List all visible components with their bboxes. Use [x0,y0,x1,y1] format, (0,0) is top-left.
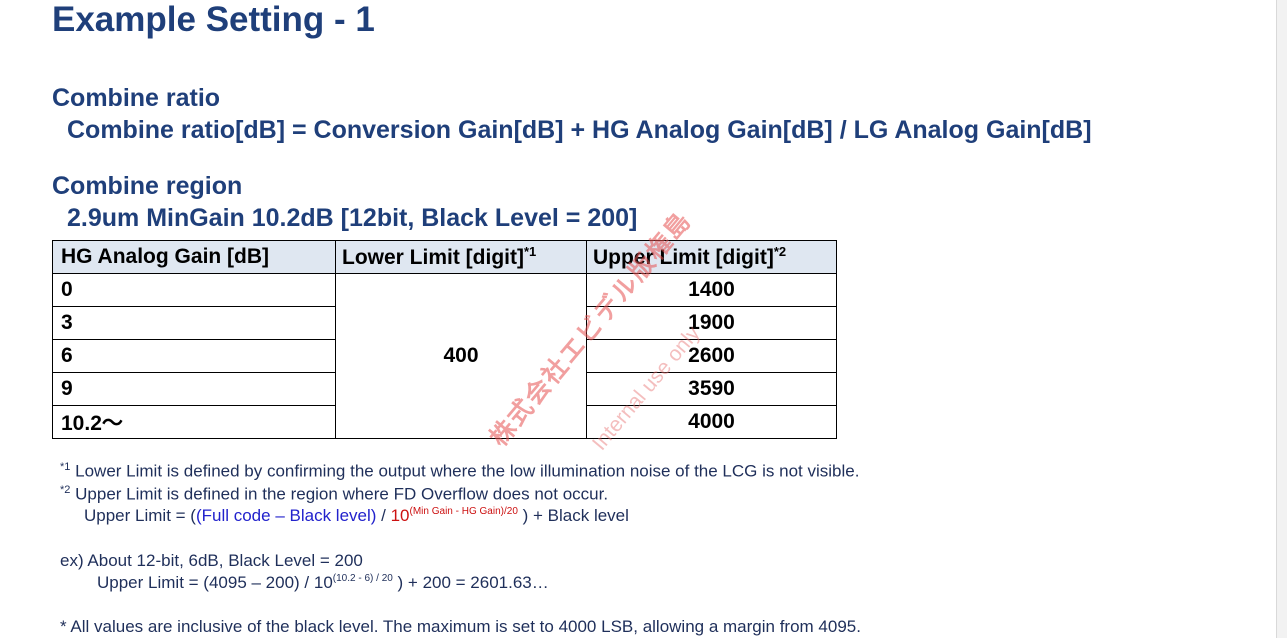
header-lower-limit: Lower Limit [digit]*1 [335,240,587,274]
upper-limit-cell: 2600 [586,339,837,373]
header-upper-limit: Upper Limit [digit]*2 [586,240,837,274]
combine-region-subheading: 2.9um MinGain 10.2dB [12bit, Black Level… [67,204,638,232]
footnote-2: *2 Upper Limit is defined in the region … [60,484,608,505]
upper-limit-cell: 1900 [586,306,837,340]
table-header-row: HG Analog Gain [dB] Lower Limit [digit]*… [52,240,837,274]
formula-numerator: (Full code – Black level) [195,506,377,525]
footnote-2-mark: *2 [60,484,71,496]
footnote-2-text: Upper Limit is defined in the region whe… [75,484,609,504]
combine-ratio-heading: Combine ratio [52,84,221,112]
footnote-1-mark: *1 [60,461,71,473]
table-row: 0 400 1400 [52,273,837,439]
gain-cell: 10.2～ [52,405,336,439]
gain-cell: 3 [52,306,336,340]
gain-cell: 0 [52,273,336,307]
window-edge [1276,0,1287,638]
combine-ratio-formula: Combine ratio[dB] = Conversion Gain[dB] … [67,116,1092,144]
footer-note: * All values are inclusive of the black … [60,617,861,636]
combine-region-heading: Combine region [52,172,243,200]
example-calculation: Upper Limit = (4095 – 200) / 10(10.2 - 6… [97,573,549,592]
combine-region-table: HG Analog Gain [dB] Lower Limit [digit]*… [52,240,837,439]
gain-cell: 6 [52,339,336,373]
page-title: Example Setting - 1 [52,0,375,39]
table-row: 10.2～ 4000 [52,405,837,439]
header-hg-gain: HG Analog Gain [dB] [52,240,336,274]
upper-limit-formula: Upper Limit = ((Full code – Black level)… [84,506,629,525]
example-line: ex) About 12-bit, 6dB, Black Level = 200 [60,551,363,570]
footnote-1: *1 Lower Limit is defined by confirming … [60,461,859,482]
formula-denominator: 10(Min Gain - HG Gain)/20 [390,506,518,525]
footnote-1-text: Lower Limit is defined by confirming the… [75,461,860,481]
upper-limit-cell: 4000 [586,405,837,439]
gain-cell: 9 [52,372,336,406]
table-row: 3 1900 [52,306,837,340]
